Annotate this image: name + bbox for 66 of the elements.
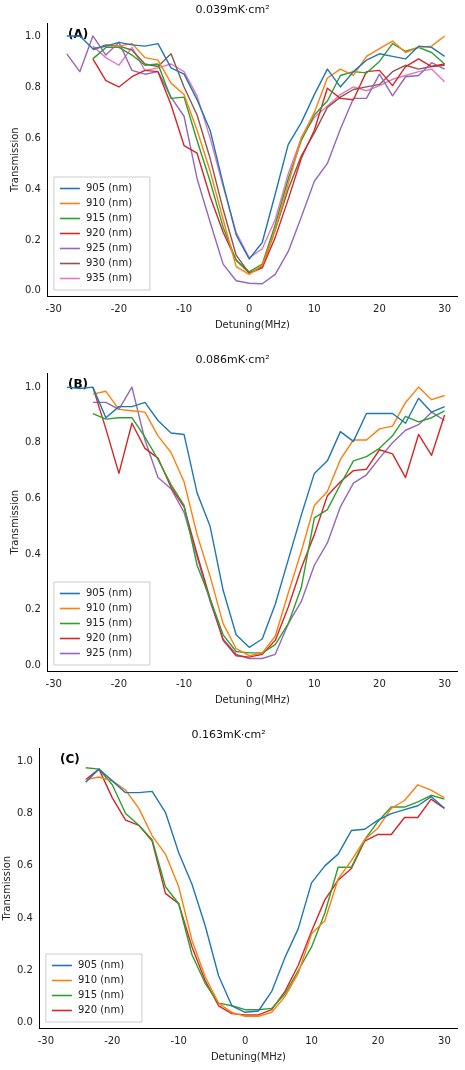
y-tick-label: 0.6 <box>25 492 41 504</box>
y-tick-label: 0.0 <box>17 1016 33 1028</box>
x-tick-label: 0 <box>246 677 253 689</box>
chart-title: 0.163mK·cm² <box>191 728 266 742</box>
x-tick-label: 20 <box>373 677 386 689</box>
chart-title: 0.086mK·cm² <box>195 353 270 367</box>
x-tick-label: 20 <box>371 1034 385 1046</box>
legend-label: 920 (nm) <box>85 632 133 644</box>
y-axis-title: Transmission <box>8 127 20 193</box>
x-axis-title: Detuning(MHz) <box>214 318 291 330</box>
y-tick-label: 0.6 <box>25 131 41 143</box>
y-tick-label: 0.2 <box>25 603 41 615</box>
x-tick-label: 10 <box>305 1034 318 1046</box>
legend-label: 935 (nm) <box>85 272 133 284</box>
y-tick-label: 0.0 <box>25 659 41 671</box>
x-tick-label: 10 <box>307 302 321 314</box>
y-axis-title: Transmission <box>8 489 20 556</box>
x-tick-label: 20 <box>373 302 386 314</box>
legend-label: 915 (nm) <box>77 989 125 1001</box>
y-tick-label: 0.4 <box>25 182 41 194</box>
annotation: (C) <box>59 752 80 767</box>
y-tick-label: 0.4 <box>25 547 41 559</box>
x-tick-label: -10 <box>175 677 193 689</box>
x-tick-label: -30 <box>45 677 62 689</box>
y-tick-label: 0.2 <box>25 233 41 245</box>
y-tick-label: 1.0 <box>25 380 41 392</box>
y-tick-label: 1.0 <box>25 29 41 41</box>
chart-title: 0.039mK·cm² <box>195 3 270 17</box>
x-tick-label: -30 <box>45 302 62 314</box>
legend-label: 925 (nm) <box>85 242 133 254</box>
x-tick-label: 0 <box>246 302 253 314</box>
y-tick-label: 0.8 <box>25 436 41 448</box>
y-tick-label: 0.8 <box>25 80 41 92</box>
legend-label: 905 (nm) <box>85 182 133 194</box>
x-axis-title: Detuning(MHz) <box>210 1050 287 1062</box>
legend-label: 915 (nm) <box>85 617 133 629</box>
x-tick-label: -20 <box>104 1034 121 1046</box>
annotation: (B) <box>67 377 89 392</box>
x-tick-label: 10 <box>307 677 321 689</box>
y-tick-label: 0.0 <box>25 284 41 296</box>
x-tick-label: -20 <box>110 677 128 689</box>
x-tick-label: 30 <box>438 677 451 689</box>
y-tick-label: 0.2 <box>17 964 33 976</box>
x-tick-label: -20 <box>110 302 128 314</box>
legend-label: 910 (nm) <box>85 602 133 614</box>
x-tick-label: -30 <box>37 1034 55 1046</box>
legend-label: 915 (nm) <box>85 212 133 224</box>
x-tick-label: 30 <box>438 1034 451 1046</box>
y-axis-title: Transmission <box>0 855 12 922</box>
legend-label: 910 (nm) <box>85 197 133 209</box>
x-tick-label: 30 <box>438 302 451 314</box>
legend-label: 930 (nm) <box>85 257 133 269</box>
legend-label: 905 (nm) <box>85 587 133 599</box>
legend-label: 920 (nm) <box>77 1004 125 1016</box>
legend-label: 910 (nm) <box>77 974 125 986</box>
legend-label: 905 (nm) <box>77 959 125 971</box>
legend-label: 920 (nm) <box>85 227 133 239</box>
x-axis-title: Detuning(MHz) <box>214 693 291 705</box>
legend-label: 925 (nm) <box>85 647 133 659</box>
y-tick-label: 1.0 <box>17 754 33 766</box>
x-tick-label: -10 <box>175 302 193 314</box>
y-tick-label: 0.8 <box>17 807 33 819</box>
x-tick-label: 0 <box>241 1034 249 1046</box>
y-tick-label: 0.4 <box>17 911 33 923</box>
x-tick-label: -10 <box>170 1034 187 1046</box>
y-tick-label: 0.6 <box>17 859 33 871</box>
